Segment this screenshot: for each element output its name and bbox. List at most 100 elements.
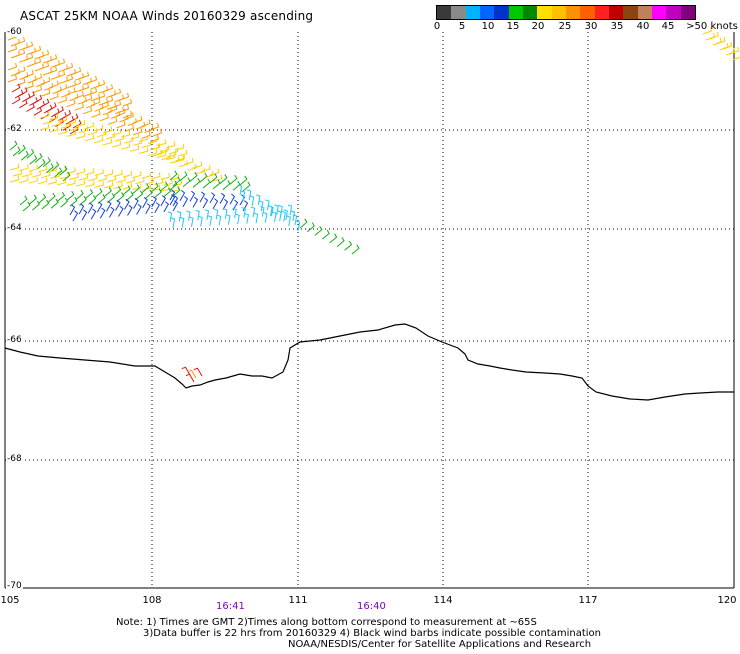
wind-barb [90, 208, 97, 220]
wind-barb [102, 138, 113, 146]
lat-label-64: -64 [6, 223, 23, 233]
wind-barb [9, 140, 18, 151]
wind-barb [156, 151, 167, 159]
wind-barb [38, 165, 48, 173]
wind-barb [122, 182, 133, 190]
wind-barb [187, 369, 197, 379]
wind-barb [132, 171, 142, 179]
wind-barb [12, 146, 21, 157]
wind-barb [712, 37, 722, 46]
wind-barb [172, 176, 181, 187]
grid-lines [5, 32, 734, 588]
wind-barb [51, 108, 60, 118]
wind-barb [74, 103, 84, 111]
wind-barb [179, 190, 186, 201]
wind-barb [314, 225, 323, 236]
wind-barb [150, 182, 159, 193]
wind-barb [141, 171, 152, 179]
wind-barb [91, 110, 101, 118]
wind-barb [114, 134, 125, 142]
wind-barb [66, 167, 76, 174]
wind-barb [95, 79, 106, 88]
wind-barb [122, 185, 131, 196]
wind-barb [42, 117, 53, 125]
wind-barb [144, 177, 155, 185]
wind-barb [125, 191, 134, 202]
colorbar-swatch [666, 6, 681, 19]
wind-barb [287, 204, 293, 216]
wind-barb [299, 218, 308, 229]
wind-barb [10, 68, 21, 77]
wind-barb [113, 186, 122, 196]
wind-barb [138, 147, 149, 154]
wind-barb [28, 176, 39, 184]
wind-barb [132, 138, 143, 146]
wind-barb [209, 168, 220, 176]
wind-barb [351, 244, 360, 255]
wind-barb [66, 190, 75, 201]
colorbar-swatch [651, 6, 667, 19]
wind-barb [55, 58, 66, 67]
wind-barb [145, 203, 151, 214]
wind-barb [160, 195, 167, 207]
colorbar-swatch [594, 6, 609, 19]
wind-barb [11, 95, 21, 105]
wind-barb [29, 154, 38, 165]
colorbar-swatch [680, 6, 695, 19]
wind-barb [47, 166, 57, 173]
colorbar-swatch [508, 6, 523, 19]
colorbar-swatch [608, 6, 624, 19]
wind-barb [78, 203, 85, 215]
wind-barb [7, 44, 18, 53]
wind-barb [149, 143, 160, 151]
wind-barb [151, 196, 157, 208]
wind-barb [114, 106, 125, 115]
colorbar-swatch [437, 6, 452, 19]
wind-barb [202, 197, 209, 209]
wind-barb [9, 163, 20, 171]
wind-barb [124, 198, 130, 210]
wind-barb [160, 173, 170, 180]
wind-barb [88, 195, 97, 205]
wind-barb [213, 208, 219, 220]
wind-barb [17, 144, 26, 155]
wind-barb [133, 115, 143, 124]
wind-barb [78, 195, 87, 206]
wind-barb [169, 170, 178, 181]
wind-barb [57, 96, 68, 104]
wind-barb [69, 124, 80, 131]
colorbar-swatch [465, 6, 480, 19]
wind-barb [229, 193, 236, 205]
wind-barb [187, 163, 197, 171]
wind-barb [250, 206, 256, 218]
wind-barb [69, 204, 76, 216]
wind-barb [295, 220, 301, 232]
wind-barb [292, 214, 298, 226]
wind-barb [98, 85, 109, 94]
lon-label-111: 111 [288, 595, 308, 606]
wind-barb [212, 174, 223, 182]
wind-barb [129, 144, 140, 152]
wind-barb [179, 171, 188, 182]
wind-barb [719, 42, 729, 51]
wind-barb [144, 189, 153, 200]
wind-barb [268, 205, 273, 217]
wind-barb [66, 68, 77, 77]
wind-barb [142, 197, 148, 208]
wind-barb [106, 175, 117, 183]
wind-barb [51, 119, 62, 127]
wind-barb [69, 173, 79, 180]
wind-barb [22, 93, 31, 103]
wind-barb [168, 147, 179, 155]
wind-barb [125, 176, 136, 184]
wind-barb [141, 183, 152, 191]
wind-barb [41, 88, 51, 97]
wind-barb [60, 90, 71, 98]
wind-barb [185, 373, 195, 383]
wind-barb [277, 210, 282, 222]
wind-barb [161, 153, 171, 161]
wind-barb [74, 73, 85, 81]
lat-label-70: -70 [6, 581, 23, 591]
wind-barb [42, 67, 53, 76]
